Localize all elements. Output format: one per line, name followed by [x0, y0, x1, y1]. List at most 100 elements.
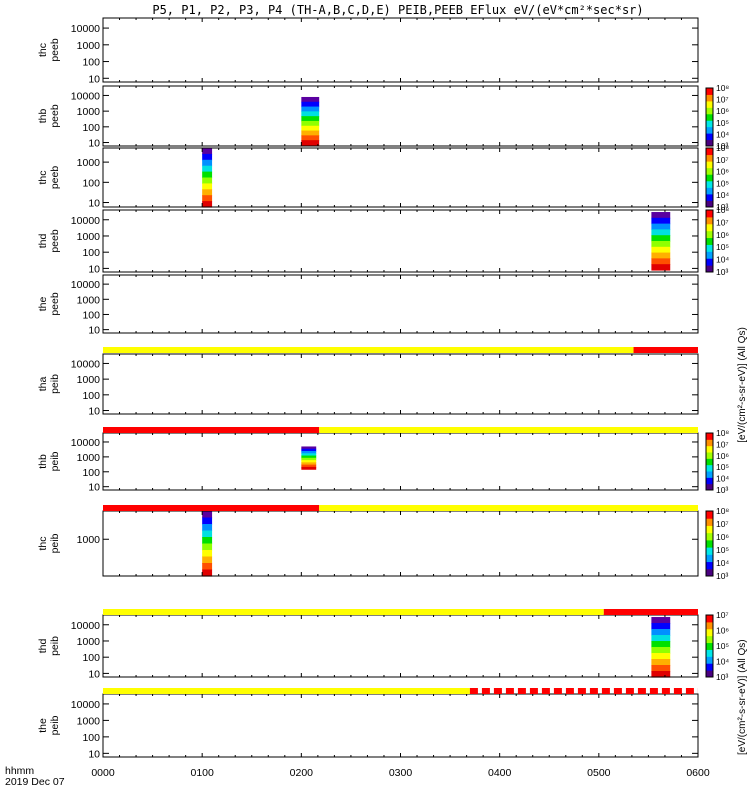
panel-product-label-5: peib: [49, 374, 61, 394]
colorbar-cell-7-1: [706, 561, 713, 570]
colorbar-tick-3-1: 10⁴: [716, 255, 729, 265]
ytick-label-6-1: 100: [82, 467, 100, 479]
panel-frame-1: [102, 85, 699, 147]
colorbar-tick-8-2: 10⁵: [716, 641, 729, 651]
mode-bar-4-1-1: [481, 688, 490, 694]
mode-bar-1-0: [103, 427, 320, 433]
spectrum-block-3-0-3: [651, 229, 671, 236]
colorbar-cell-1-5: [706, 107, 713, 115]
panel-2: 10 100 1000 thc peeb: [37, 147, 699, 210]
xtick-label-5: 0500: [587, 767, 611, 779]
panel-probe-label-1: thb: [37, 109, 49, 124]
spectrum-block-3-0-8: [651, 258, 671, 265]
panel-product-label-2: peeb: [49, 166, 61, 190]
date-label: 2019 Dec 07: [5, 776, 65, 788]
panel-frame-5: [102, 353, 699, 415]
ytick-label-4-0: 10: [88, 325, 100, 337]
colorbar-cell-7-5: [706, 532, 713, 541]
colorbar-cell-7-8: [706, 511, 713, 519]
mode-bar-4-1-5: [529, 688, 538, 694]
mode-bar-1-1: [319, 427, 698, 433]
colorbar-cell-1-4: [706, 113, 713, 121]
ytick-label-5-1: 100: [82, 390, 100, 402]
colorbar-frame-2: [705, 147, 714, 208]
mode-bar-4-1-13: [625, 688, 634, 694]
ytick-label-4-2: 1000: [77, 294, 101, 306]
colorbar-cell-7-2: [706, 554, 713, 563]
spectrum-block-3-0-9: [651, 264, 671, 271]
ion-colorbar-title: [eV/(cm²-s-sr-eV)] (All Qs): [737, 639, 748, 755]
ytick-label-8-0: 10: [88, 668, 100, 680]
colorbar-7: 10³ 10⁴ 10⁵ 10⁶ 10⁷ 10⁸: [705, 506, 729, 581]
colorbar-cell-2-0: [706, 200, 713, 208]
colorbar-tick-2-3: 10⁶: [716, 167, 729, 177]
panel-product-label-9: peib: [49, 715, 61, 735]
panel-9: 10 100 1000 10000 the peib: [37, 693, 699, 760]
colorbar-cell-1-6: [706, 100, 713, 108]
colorbar-tick-8-0: 10³: [716, 672, 728, 682]
colorbar-cell-6-7: [706, 439, 713, 447]
mode-bar-2-0: [103, 505, 320, 511]
spectrum-block-3-0-2: [651, 223, 671, 231]
ytick-label-5-0: 10: [88, 406, 100, 418]
spectrum-block-2-0-5: [202, 177, 213, 184]
panel-probe-label-6: thb: [37, 454, 49, 469]
mode-bar-3-0: [103, 609, 604, 615]
x-axis: 0000 0100 0200 0300 0400 0500 0600: [91, 767, 710, 779]
colorbar-tick-7-3: 10⁶: [716, 532, 729, 542]
colorbar-cell-7-3: [706, 547, 713, 555]
colorbar-tick-6-0: 10³: [716, 485, 728, 495]
colorbar-tick-1-2: 10⁵: [716, 118, 729, 128]
colorbar-cell-3-1: [706, 258, 713, 266]
panel-product-label-7: peib: [49, 533, 61, 553]
colorbar-cell-6-0: [706, 483, 713, 491]
mode-bar-4-0: [103, 688, 470, 694]
colorbar-cell-7-7: [706, 518, 713, 526]
colorbar-cell-6-6: [706, 445, 713, 453]
ytick-label-9-2: 1000: [77, 715, 101, 727]
colorbar-frame-8: [705, 614, 714, 678]
mode-bar-4-1-8: [565, 688, 574, 694]
colorbar-cell-1-1: [706, 133, 713, 141]
spectrum-block-7-0-1: [202, 517, 213, 525]
colorbar-cell-8-3: [706, 649, 713, 657]
colorbar-tick-3-5: 10⁸: [716, 205, 729, 215]
ytick-label-9-1: 100: [82, 732, 100, 744]
spectrum-block-7-0-7: [202, 556, 213, 564]
spectrum-block-7-0-8: [202, 563, 213, 571]
colorbar-cell-8-1: [706, 663, 713, 671]
colorbar-tick-2-0: 10³: [716, 202, 728, 212]
colorbar-frame-7: [705, 510, 714, 577]
spectrum-block-6-0-0: [301, 446, 317, 450]
ytick-label-4-3: 10000: [71, 279, 100, 291]
spectrum-block-7-0-5: [202, 543, 213, 551]
spectrum-block-8-0-3: [651, 635, 671, 642]
colorbar-tick-3-2: 10⁵: [716, 242, 729, 252]
colorbar-cell-8-8: [706, 615, 713, 623]
ytick-label-1-1: 100: [82, 122, 100, 134]
panel-product-label-8: peib: [49, 636, 61, 656]
panel-probe-label-2: thc: [37, 170, 49, 184]
spectrum-block-3-0-6: [651, 246, 671, 254]
panel-1: 10 100 1000 10000 thb peeb: [37, 85, 699, 150]
colorbar-tick-8-4: 10⁷: [716, 610, 729, 620]
spectrum-block-8-0-4: [651, 641, 671, 648]
colorbar-cell-1-7: [706, 94, 713, 102]
spectrum-block-2-0-4: [202, 171, 213, 179]
colorbar-tick-3-0: 10³: [716, 267, 728, 277]
spectrum-block-3-0-4: [651, 235, 671, 242]
spectrum-block-2-0-0: [202, 148, 213, 155]
colorbar-tick-7-5: 10⁸: [716, 506, 729, 516]
colorbar-tick-2-4: 10⁷: [716, 155, 729, 165]
spectrum-block-1-0-9: [301, 140, 320, 146]
colorbar-cell-2-6: [706, 161, 713, 169]
panel-probe-label-0: thc: [37, 43, 49, 57]
spectrum-block-8-0-7: [651, 659, 671, 666]
mode-bar-4-1-14: [637, 688, 646, 694]
colorbar-tick-1-5: 10⁸: [716, 83, 729, 93]
spectrum-block-2-0-3: [202, 165, 213, 173]
mode-bar-2-1: [319, 505, 698, 511]
spectrum-block-7-0-4: [202, 537, 213, 545]
spectrum-block-8-0-6: [651, 653, 671, 660]
